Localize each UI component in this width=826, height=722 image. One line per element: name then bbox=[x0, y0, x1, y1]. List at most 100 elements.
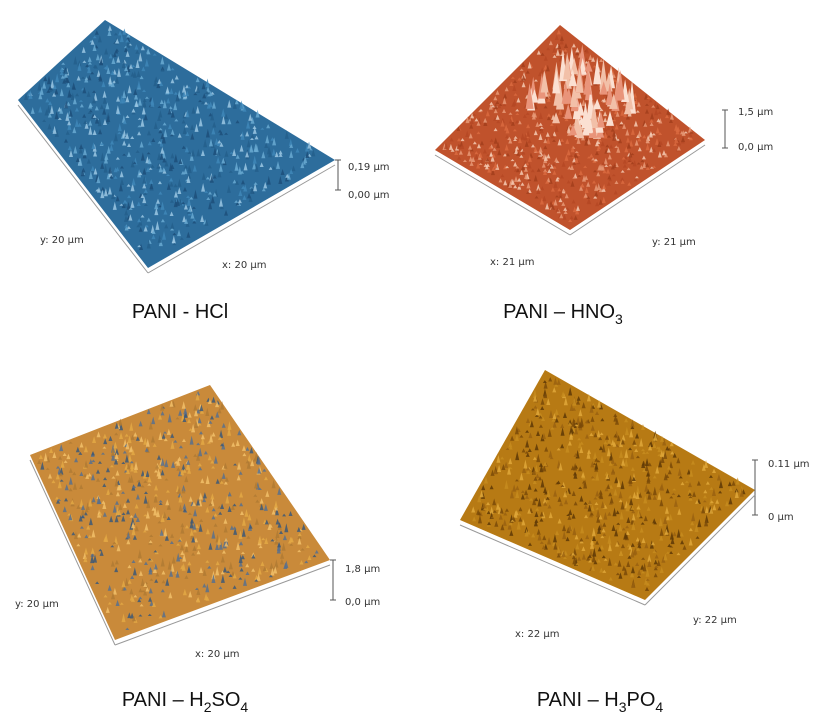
surface-texture bbox=[271, 509, 276, 515]
surface-texture bbox=[114, 559, 119, 565]
surface-texture bbox=[589, 432, 594, 437]
surface-texture bbox=[712, 504, 717, 511]
surface-texture bbox=[135, 436, 140, 441]
surface-texture bbox=[199, 404, 204, 412]
surface-texture bbox=[647, 554, 652, 562]
surface-peak bbox=[609, 93, 618, 109]
surface-texture bbox=[59, 444, 64, 452]
surface-texture bbox=[252, 127, 257, 134]
surface-texture bbox=[112, 541, 117, 545]
surface-texture bbox=[223, 462, 228, 469]
surface-texture bbox=[101, 452, 106, 455]
surface-texture bbox=[531, 111, 536, 117]
surface-texture bbox=[555, 176, 560, 180]
surface-peak bbox=[552, 70, 561, 94]
surface-texture bbox=[649, 146, 654, 153]
surface-texture bbox=[638, 515, 643, 519]
surface-texture bbox=[184, 146, 189, 153]
surface-texture bbox=[270, 137, 275, 141]
surface-texture bbox=[92, 44, 97, 52]
surface-texture bbox=[143, 225, 148, 232]
surface-texture bbox=[73, 531, 78, 540]
surface-texture bbox=[81, 46, 86, 53]
surface-texture bbox=[600, 535, 605, 539]
surface-texture bbox=[166, 507, 171, 510]
caption-text: PANI – HNO bbox=[503, 301, 615, 323]
surface-texture bbox=[170, 78, 175, 84]
surface-texture bbox=[673, 498, 678, 507]
surface-texture bbox=[667, 469, 672, 475]
surface-texture bbox=[543, 138, 548, 144]
surface-texture bbox=[626, 560, 631, 567]
surface-texture bbox=[185, 131, 190, 137]
surface-texture bbox=[126, 498, 131, 503]
surface-texture bbox=[127, 435, 132, 444]
surface-texture bbox=[513, 184, 518, 189]
surface-texture bbox=[568, 509, 573, 516]
surface-texture bbox=[37, 82, 42, 91]
surface-texture bbox=[642, 562, 647, 572]
surface-texture bbox=[228, 561, 233, 570]
surface-texture bbox=[533, 146, 538, 153]
surface-texture bbox=[631, 510, 636, 514]
surface-texture bbox=[217, 536, 222, 545]
surface-texture bbox=[138, 558, 143, 563]
surface-texture bbox=[665, 488, 670, 494]
surface-texture bbox=[145, 586, 150, 592]
surface-texture bbox=[64, 484, 69, 491]
surface-texture bbox=[484, 476, 489, 484]
surface-peak bbox=[584, 104, 593, 134]
surface-texture bbox=[85, 64, 90, 68]
surface-texture bbox=[676, 457, 681, 464]
surface-texture bbox=[97, 461, 102, 464]
surface-texture bbox=[574, 154, 579, 159]
surface-texture bbox=[572, 397, 577, 406]
surface-texture bbox=[517, 137, 522, 144]
surface-texture bbox=[221, 108, 226, 117]
surface-texture bbox=[667, 465, 672, 470]
surface-texture bbox=[532, 389, 537, 399]
surface-texture bbox=[611, 173, 616, 177]
surface-texture bbox=[59, 466, 64, 475]
surface-texture bbox=[640, 159, 645, 163]
surface-texture bbox=[118, 183, 123, 192]
surface-texture bbox=[169, 400, 174, 407]
surface-texture bbox=[259, 498, 264, 504]
surface-texture bbox=[579, 185, 584, 191]
surface-texture bbox=[616, 522, 621, 525]
surface-texture bbox=[212, 192, 217, 197]
surface-texture bbox=[476, 121, 481, 126]
surface-texture bbox=[193, 453, 198, 457]
surface-texture bbox=[591, 402, 596, 408]
surface-texture bbox=[201, 100, 206, 105]
surface-texture bbox=[488, 103, 493, 110]
surface-texture bbox=[583, 165, 588, 168]
surface-texture bbox=[185, 220, 190, 227]
surface-texture bbox=[199, 567, 204, 573]
surface-texture bbox=[40, 461, 45, 470]
surface-texture bbox=[563, 550, 568, 556]
surface-texture bbox=[563, 556, 568, 559]
surface-texture bbox=[532, 497, 537, 506]
surface-texture bbox=[183, 168, 188, 175]
surface-texture bbox=[593, 451, 598, 460]
surface-texture bbox=[134, 461, 139, 470]
surface-texture bbox=[479, 140, 484, 146]
surface-texture bbox=[624, 146, 629, 153]
surface-texture bbox=[618, 123, 623, 127]
surface-texture bbox=[607, 542, 612, 552]
surface-texture bbox=[630, 419, 635, 428]
surface-texture bbox=[623, 532, 628, 539]
surface-texture bbox=[196, 452, 201, 461]
surface-texture bbox=[521, 165, 526, 171]
surface-texture bbox=[521, 74, 526, 81]
surface-texture bbox=[304, 560, 309, 564]
surface-texture bbox=[630, 426, 635, 430]
surface-texture bbox=[534, 195, 539, 199]
surface-texture bbox=[184, 124, 189, 128]
surface-texture bbox=[102, 501, 107, 509]
surface-texture bbox=[444, 142, 449, 150]
surface-texture bbox=[577, 421, 582, 429]
